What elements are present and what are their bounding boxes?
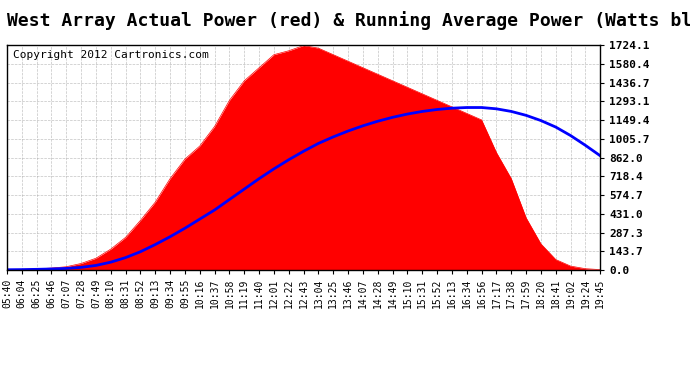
Text: Copyright 2012 Cartronics.com: Copyright 2012 Cartronics.com [13, 50, 208, 60]
Text: West Array Actual Power (red) & Running Average Power (Watts blue)  Sat May 12 2: West Array Actual Power (red) & Running … [7, 11, 690, 30]
